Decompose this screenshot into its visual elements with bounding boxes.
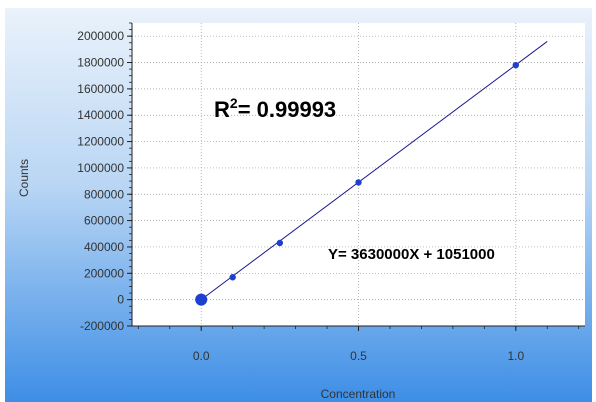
x-tick-label: 1.0 <box>507 349 524 363</box>
y-tick-label: 800000 <box>84 187 124 201</box>
x-tick-label: 0.5 <box>350 349 367 363</box>
y-tick-label: 600000 <box>84 214 124 228</box>
axes <box>127 22 585 331</box>
data-point <box>512 61 519 69</box>
r-squared-prefix: R <box>214 97 230 122</box>
data-point <box>276 239 284 247</box>
chart-marks <box>195 41 548 306</box>
fit-line <box>200 41 548 301</box>
data-point <box>229 274 236 281</box>
y-tick-label: 2000000 <box>77 29 124 43</box>
y-tick-label: 1000000 <box>77 161 124 175</box>
equation-annotation: Y= 3630000X + 1051000 <box>328 246 495 263</box>
y-tick-label: 200000 <box>84 266 124 280</box>
y-tick-label: 1400000 <box>77 108 124 122</box>
y-tick-label: 400000 <box>84 240 124 254</box>
tick-labels: -200000 0 200000 400000 600000 800000 1000000 1… <box>77 29 524 363</box>
x-axis-title: Concentration <box>321 387 396 401</box>
x-tick-label: 0.0 <box>193 349 210 363</box>
y-tick-label: 1200000 <box>77 135 124 149</box>
y-tick-label: 0 <box>117 293 124 307</box>
y-tick-label: -200000 <box>80 319 124 333</box>
r-squared-superscript: 2 <box>230 95 238 111</box>
r-squared-annotation: R2= 0.99993 <box>214 95 336 122</box>
y-tick-label: 1800000 <box>77 56 124 70</box>
data-point <box>355 179 362 186</box>
y-axis-title: Counts <box>17 159 31 197</box>
r-squared-value: = 0.99993 <box>238 97 336 122</box>
y-tick-label: 1600000 <box>77 82 124 96</box>
data-point <box>195 293 208 306</box>
